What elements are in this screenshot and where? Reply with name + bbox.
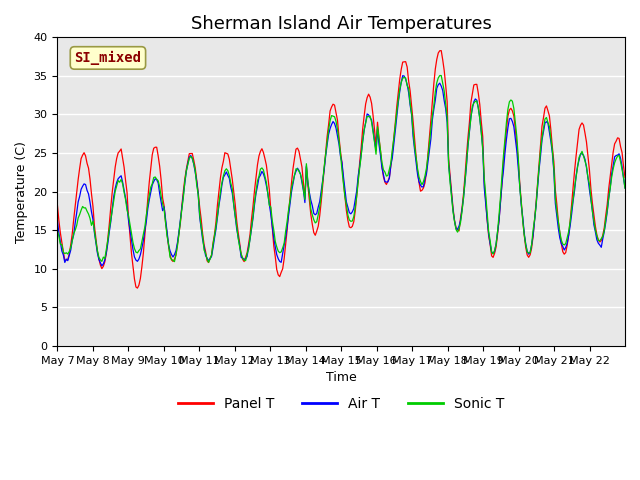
Sonic T — [620, 174, 627, 180]
X-axis label: Time: Time — [326, 371, 356, 384]
Text: SI_mixed: SI_mixed — [74, 51, 141, 65]
Panel T — [91, 223, 99, 229]
Panel T — [347, 225, 355, 230]
Panel T — [73, 190, 81, 196]
Air T — [91, 230, 99, 236]
Panel T — [134, 285, 141, 291]
Air T — [545, 129, 553, 135]
Sonic T — [461, 179, 468, 185]
Sonic T — [347, 218, 355, 224]
Sonic T — [545, 124, 553, 130]
Sonic T — [91, 228, 99, 234]
Air T — [347, 211, 355, 217]
Legend: Panel T, Air T, Sonic T: Panel T, Air T, Sonic T — [173, 391, 509, 416]
Air T — [461, 180, 468, 185]
Air T — [73, 210, 81, 216]
Line: Air T: Air T — [58, 76, 625, 266]
Line: Panel T: Panel T — [58, 50, 625, 288]
Air T — [399, 73, 406, 79]
Panel T — [620, 163, 627, 169]
Sonic T — [436, 72, 444, 78]
Panel T — [437, 48, 445, 53]
Air T — [620, 175, 627, 181]
Air T — [54, 218, 61, 224]
Panel T — [545, 113, 553, 119]
Sonic T — [73, 223, 81, 228]
Panel T — [54, 202, 61, 208]
Sonic T — [54, 228, 61, 234]
Sonic T — [621, 185, 629, 191]
Sonic T — [205, 260, 212, 265]
Panel T — [461, 173, 468, 179]
Air T — [98, 263, 106, 269]
Title: Sherman Island Air Temperatures: Sherman Island Air Temperatures — [191, 15, 492, 33]
Air T — [621, 185, 629, 191]
Y-axis label: Temperature (C): Temperature (C) — [15, 141, 28, 242]
Line: Sonic T: Sonic T — [58, 75, 625, 263]
Panel T — [621, 175, 629, 180]
